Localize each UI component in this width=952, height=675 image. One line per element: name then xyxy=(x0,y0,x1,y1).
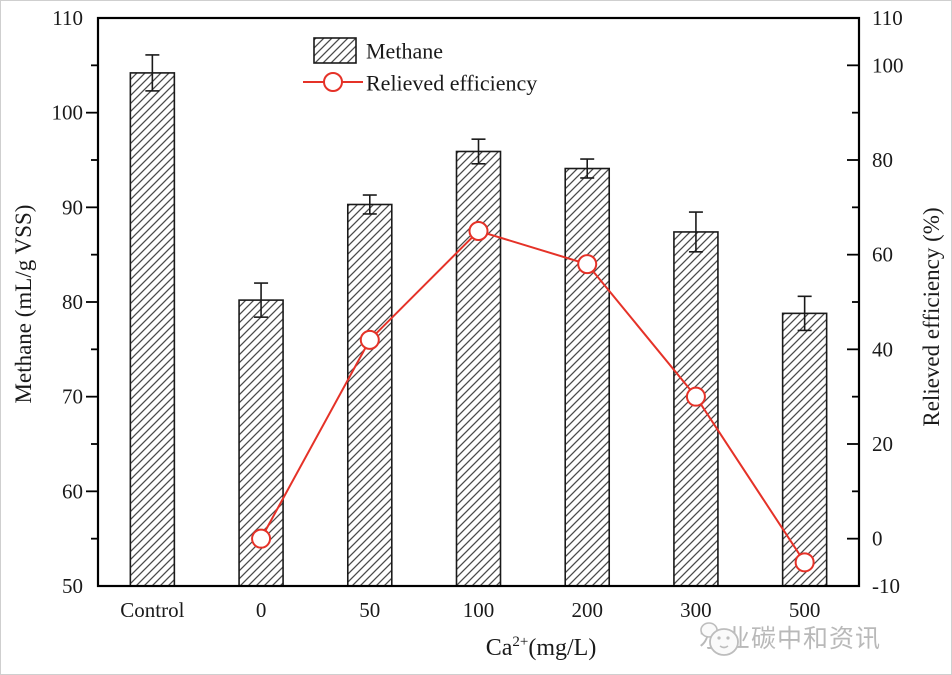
legend-methane-swatch xyxy=(313,37,357,64)
left-tick-label: 80 xyxy=(62,290,83,314)
x-title-unit: (mg/L) xyxy=(528,635,597,661)
legend-methane-label: Methane xyxy=(366,39,443,64)
left-tick-label: 50 xyxy=(62,574,83,598)
right-tick-label: 40 xyxy=(872,337,893,361)
efficiency-marker xyxy=(468,221,489,241)
x-title-base: Ca xyxy=(485,635,513,661)
right-tick-label: 0 xyxy=(872,527,883,551)
left-tick-label: 100 xyxy=(52,101,84,125)
x-category-label: 300 xyxy=(680,598,712,622)
methane-bar xyxy=(673,231,719,587)
right-tick-label: 100 xyxy=(872,53,904,77)
efficiency-line xyxy=(260,229,806,563)
efficiency-marker xyxy=(577,254,598,275)
efficiency-marker xyxy=(359,329,380,350)
x-category-label: 0 xyxy=(256,598,267,622)
x-title-superscript: 2+ xyxy=(512,634,529,650)
right-tick-label: 60 xyxy=(872,243,893,267)
methane-bar xyxy=(564,167,611,587)
left-tick-label: 90 xyxy=(62,195,83,219)
right-tick-label: -10 xyxy=(872,574,900,598)
x-category-label: 500 xyxy=(789,598,821,622)
methane-bar xyxy=(781,312,828,587)
efficiency-marker xyxy=(794,552,815,573)
x-axis-title: Ca2+(mg/L) xyxy=(486,634,597,662)
efficiency-marker xyxy=(685,386,706,407)
methane-bar xyxy=(346,203,393,587)
right-tick-label: 20 xyxy=(872,432,893,456)
legend-efficiency-label: Relieved efficiency xyxy=(366,71,537,96)
left-tick-label: 60 xyxy=(62,479,83,503)
x-category-label: 200 xyxy=(571,598,603,622)
x-category-label: Control xyxy=(120,598,184,622)
legend-efficiency-marker xyxy=(323,72,343,92)
right-tick-label: 80 xyxy=(872,148,893,172)
right-axis-title: Relieved efficiency (%) xyxy=(919,207,944,427)
left-tick-label: 70 xyxy=(62,385,83,409)
efficiency-marker xyxy=(251,528,272,549)
left-axis-title: Methane (mL/g VSS) xyxy=(11,204,36,404)
methane-bar xyxy=(455,150,502,587)
left-tick-label: 110 xyxy=(52,6,83,30)
methane-bar xyxy=(129,72,176,587)
legend: Methane Relieved efficiency xyxy=(303,37,537,96)
right-tick-label: 110 xyxy=(872,6,903,30)
watermark: 水业碳中和资讯 xyxy=(699,619,881,656)
x-category-label: 50 xyxy=(359,598,380,622)
watermark-mascot-icon xyxy=(700,622,739,656)
x-category-label: 100 xyxy=(463,598,495,622)
